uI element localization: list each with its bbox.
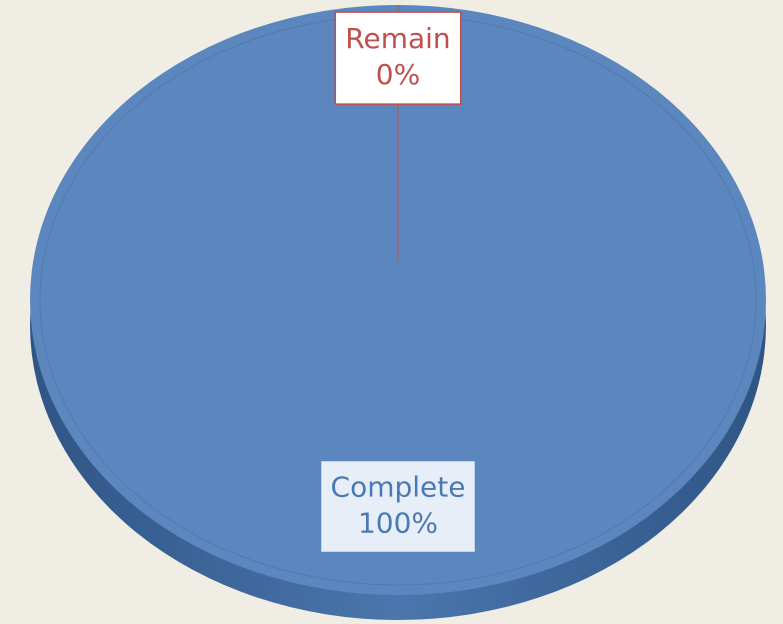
label-box (319, 459, 477, 554)
label-box (334, 11, 462, 105)
pie-slice (30, 5, 766, 595)
label-category: Complete (331, 471, 466, 504)
label-value: 100% (358, 507, 438, 540)
label-category: Remain (345, 22, 450, 55)
label-value: 0% (376, 58, 420, 91)
